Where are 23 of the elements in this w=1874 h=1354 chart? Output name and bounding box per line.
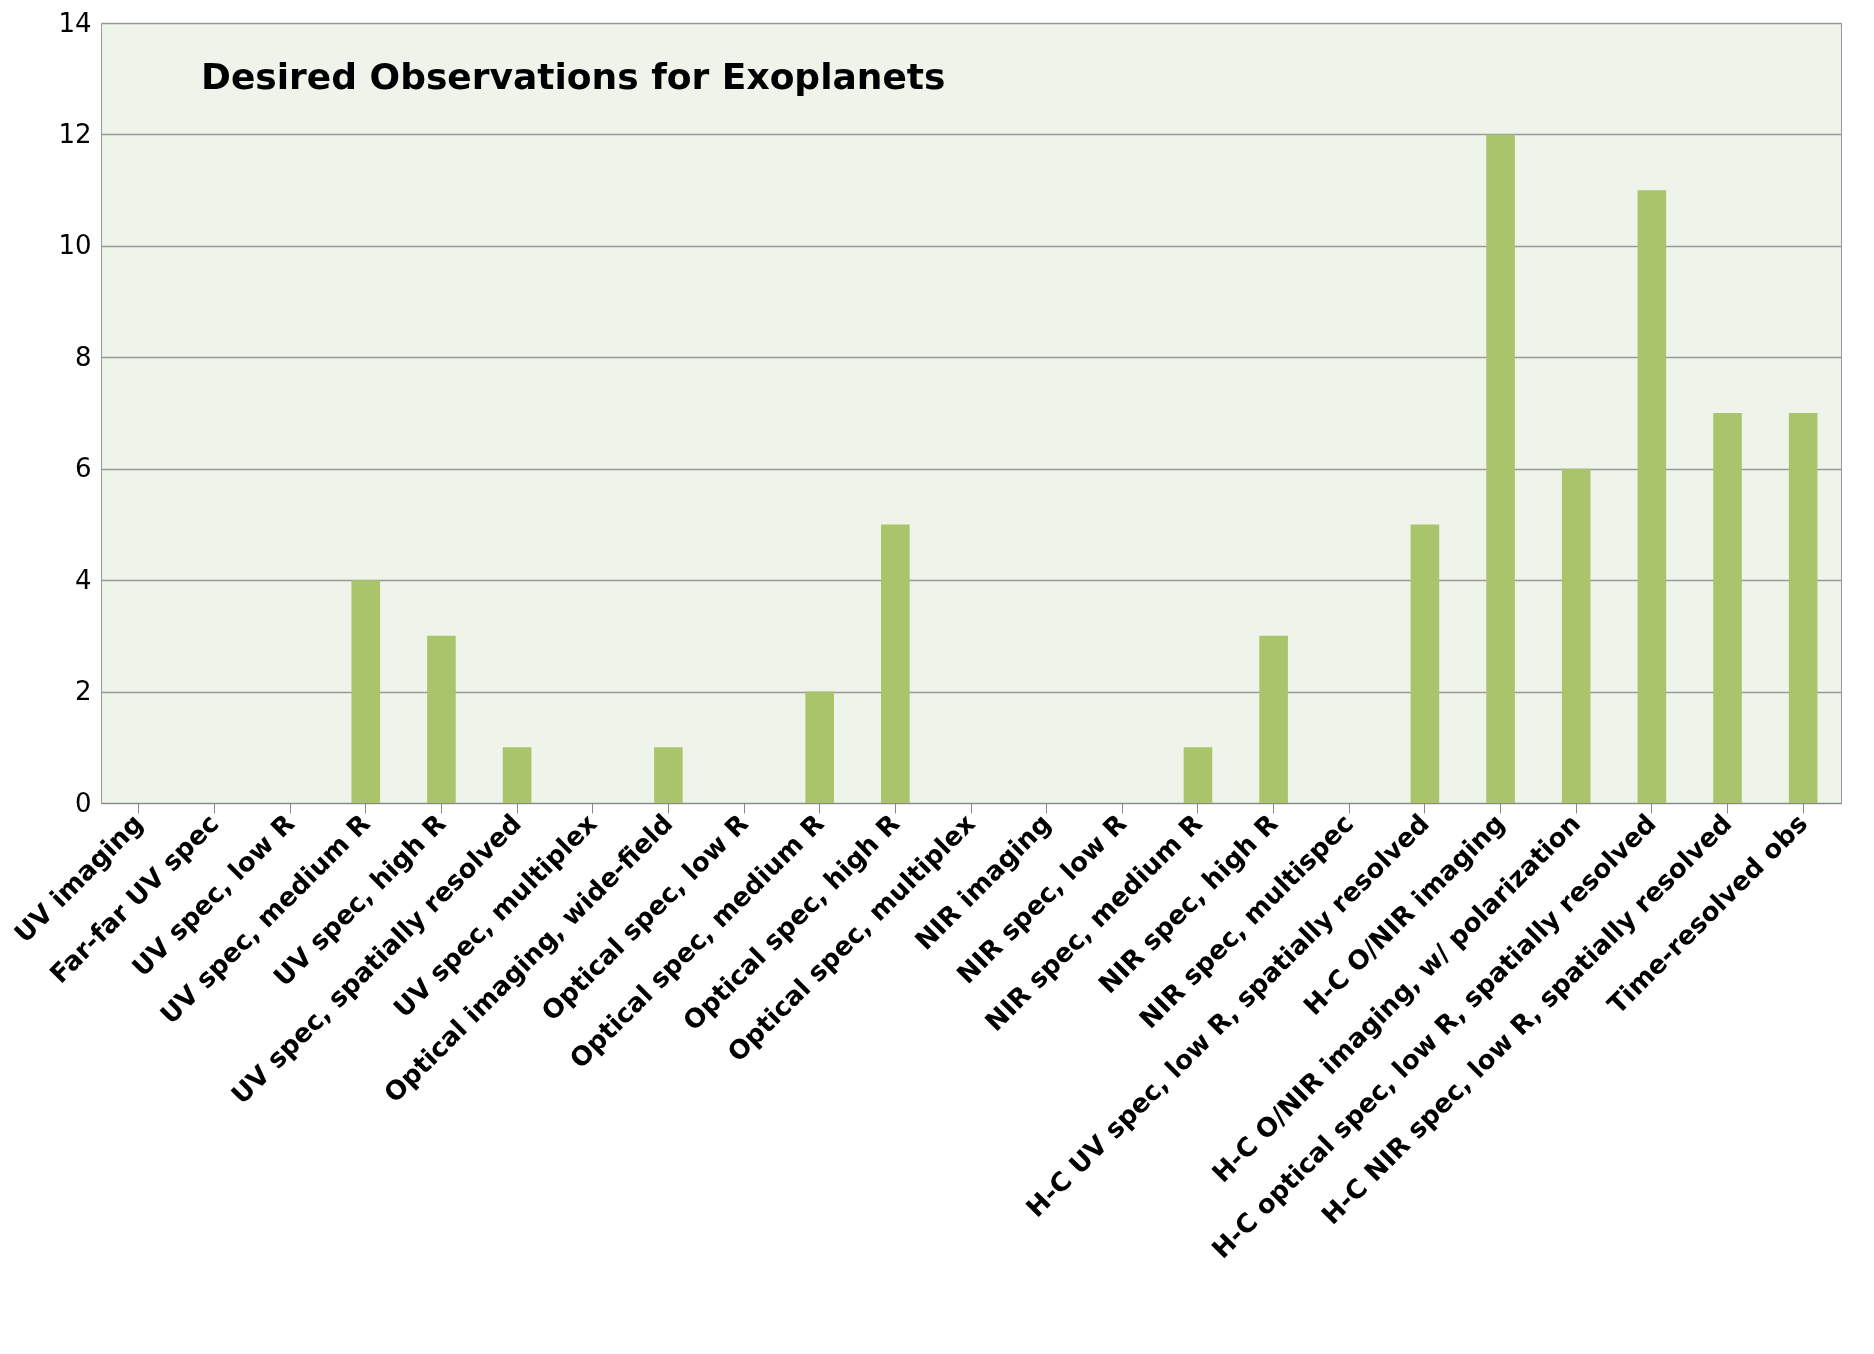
y-tick-label: 2 (74, 676, 92, 707)
y-tick-label: 10 (58, 230, 92, 261)
bar (1637, 190, 1667, 803)
bar (1713, 413, 1742, 803)
y-tick-label: 0 (74, 787, 92, 818)
bar (502, 747, 532, 803)
y-tick-label: 8 (74, 341, 92, 372)
bar (1561, 468, 1591, 803)
bar (1788, 413, 1818, 803)
bar (654, 747, 683, 803)
text: Desired Observations for Exoplanets (201, 56, 946, 97)
y-tick-label: 4 (74, 564, 92, 595)
bar (1183, 747, 1213, 803)
bar (1410, 524, 1440, 803)
bar (351, 580, 381, 803)
bar (1259, 635, 1288, 803)
y-tick-label: 6 (74, 453, 92, 484)
y-tick-label: 12 (58, 118, 92, 149)
bar (1486, 134, 1515, 803)
bar (881, 524, 910, 803)
y-tick-label: 14 (58, 7, 92, 38)
bar (805, 691, 834, 803)
bar (427, 635, 456, 803)
